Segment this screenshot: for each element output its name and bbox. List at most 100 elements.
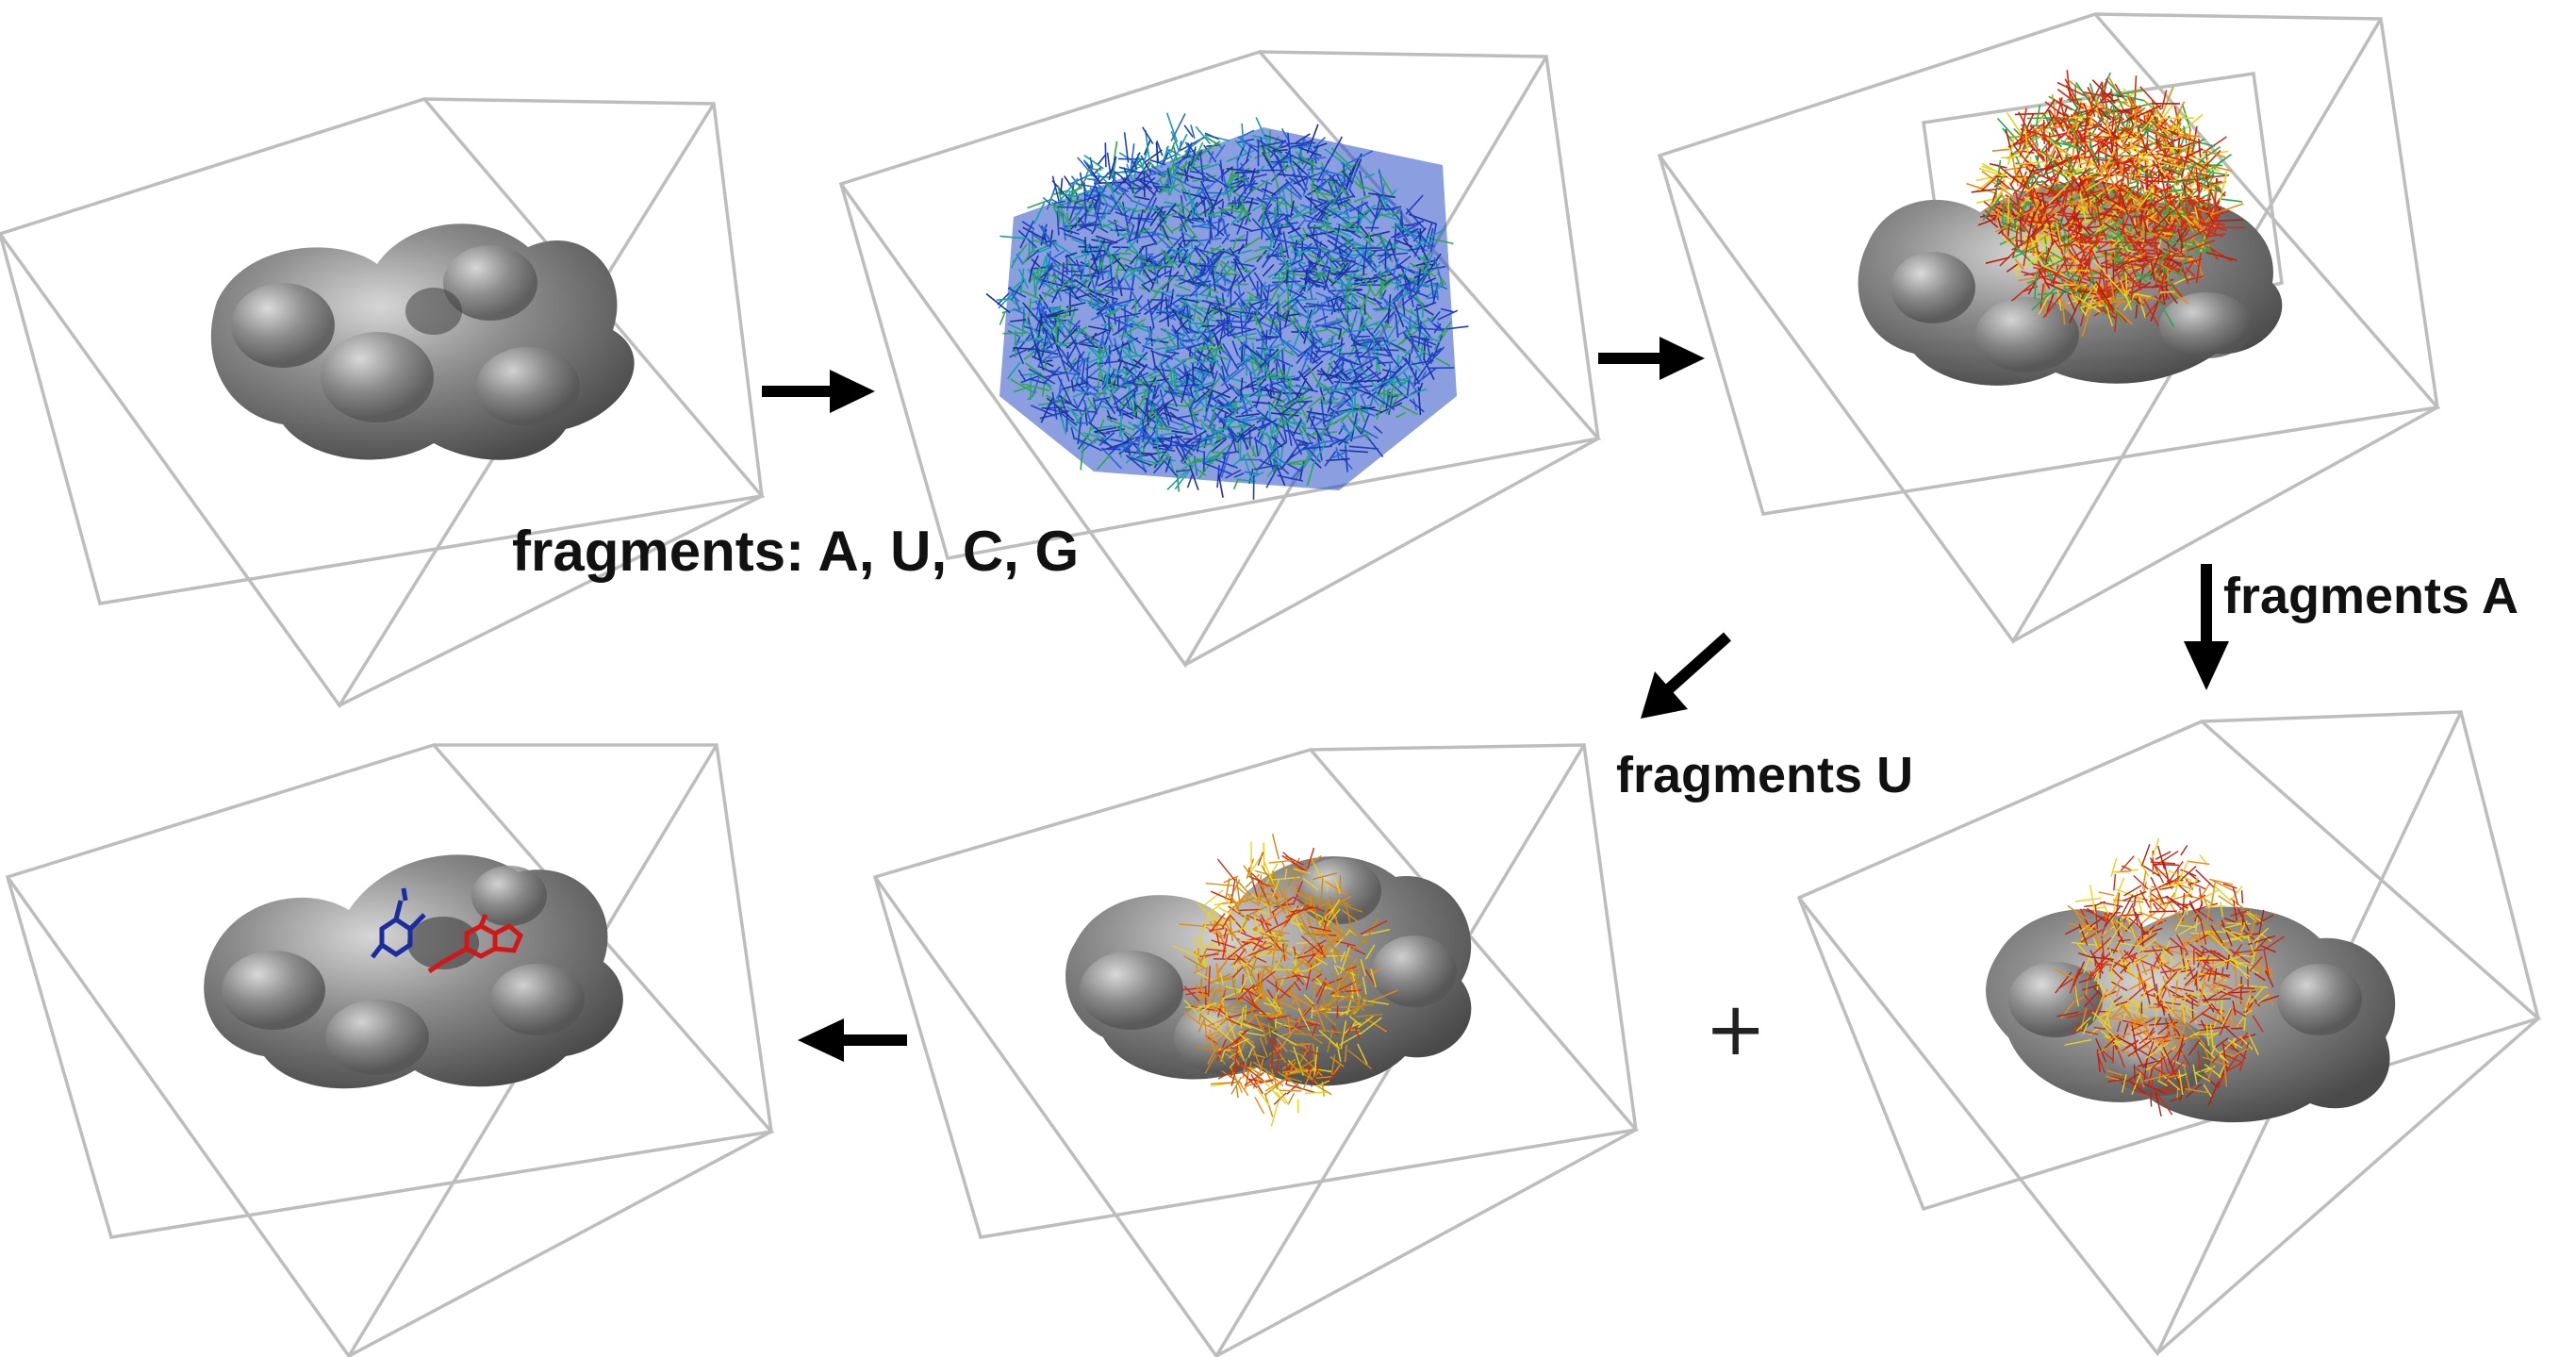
fragment-stick [1126, 316, 1139, 326]
fragment-stick [2072, 108, 2094, 115]
fragment-stick [1043, 285, 1054, 298]
fragment-stick [1086, 353, 1113, 364]
fragment-stick [2149, 982, 2166, 1006]
fragment-stick [1221, 365, 1227, 385]
fragment-stick [1221, 207, 1241, 213]
fragment-stick [1065, 252, 1078, 258]
fragment-stick [1337, 452, 1354, 471]
fragment-stick [2165, 1018, 2171, 1038]
fragment-stick [1191, 198, 1199, 217]
fragment-stick [1193, 938, 1199, 968]
fragment-stick [2026, 183, 2037, 208]
fragment-stick [1325, 321, 1343, 328]
fragment-stick [1303, 422, 1308, 436]
fragment-stick [1394, 239, 1413, 248]
fragment-stick [2177, 1006, 2187, 1027]
fragment-stick [1179, 141, 1182, 152]
fragment-stick [1125, 445, 1144, 464]
fragment-stick [2123, 257, 2149, 265]
fragment-stick [1007, 287, 1027, 298]
fragment-stick [1078, 245, 1099, 249]
fragment-stick [2097, 143, 2107, 155]
fragment-stick [1098, 431, 1115, 446]
fragment-stick [1182, 339, 1196, 342]
fragment-stick [2117, 918, 2120, 936]
fragment-stick [2035, 105, 2041, 127]
panel-4 [1796, 710, 2542, 1357]
fragment-stick [2056, 1011, 2079, 1018]
fragment-stick [2108, 167, 2120, 176]
fragment-stick [2073, 204, 2076, 219]
fragment-stick [1437, 309, 1459, 321]
fragment-stick [2108, 177, 2123, 190]
fragment-stick [1181, 189, 1188, 202]
fragment-stick [1266, 212, 1292, 217]
fragment-stick [2085, 108, 2090, 125]
arrow-right-2 [1598, 337, 1705, 380]
fragment-stick [2063, 202, 2076, 206]
fragment-stick [1156, 436, 1181, 445]
fragment-stick [1286, 141, 1316, 145]
fragment-stick [1159, 430, 1190, 437]
fragment-stick [2121, 108, 2145, 125]
fragment-stick [2139, 285, 2168, 289]
fragment-stick [1440, 307, 1454, 313]
fragment-stick [1102, 223, 1124, 237]
fragment-stick [1982, 194, 2003, 222]
panel-1 [0, 96, 766, 709]
fragment-stick [1393, 349, 1412, 372]
fragment-stick [1164, 233, 1185, 257]
fragment-stick [2074, 224, 2084, 239]
fragment-stick [2000, 192, 2014, 221]
fragment-stick [2114, 108, 2125, 127]
fragment-stick [1256, 196, 1269, 207]
fragment-stick [1109, 173, 1127, 195]
fragment-stick [1224, 314, 1237, 331]
fragment-stick [1375, 238, 1386, 250]
fragment-stick [1111, 156, 1117, 179]
fragment-stick [2097, 1043, 2114, 1054]
fragment-stick [1166, 168, 1172, 186]
fragment-stick [1280, 379, 1289, 389]
fragment-stick [2101, 912, 2111, 935]
fragment-stick [2084, 904, 2097, 907]
fragment-stick [1126, 339, 1131, 351]
fragment-stick [1170, 372, 1174, 386]
fragment-stick [2135, 1067, 2149, 1080]
fragment-stick [1355, 248, 1378, 273]
fragment-stick [2049, 132, 2068, 147]
fragment-stick [2208, 187, 2218, 207]
fragment-stick [2157, 163, 2167, 177]
fragment-stick [2056, 167, 2073, 176]
fragment-stick [1010, 319, 1027, 323]
fragment-stick [2137, 292, 2147, 319]
fragment-stick [2201, 950, 2217, 954]
fragment-stick [2218, 895, 2238, 910]
fragment-stick [1347, 167, 1358, 192]
fragment-stick [2119, 913, 2142, 917]
fragment-stick [1188, 460, 1201, 465]
fragment-stick [1305, 230, 1335, 238]
fragment-stick [1130, 217, 1154, 221]
fragment-stick [999, 235, 1030, 240]
fragment-stick [1074, 194, 1099, 205]
fragment-stick [1244, 252, 1268, 263]
fragment-stick [2150, 876, 2166, 905]
fragment-stick [2194, 1067, 2210, 1074]
fragment-stick [2082, 103, 2089, 116]
fragment-stick [2211, 203, 2244, 216]
fragment-stick [2199, 233, 2207, 254]
fragment-stick [2020, 133, 2047, 146]
fragment-stick [2195, 252, 2202, 284]
fragment-stick [1251, 401, 1270, 405]
fragment-stick [1390, 228, 1407, 239]
panel-2 [838, 49, 1602, 669]
fragment-stick [1335, 388, 1360, 393]
fragment-stick [1113, 372, 1134, 394]
fragment-stick [1240, 267, 1253, 273]
fragment-stick [1985, 257, 2010, 264]
fragment-stick [2228, 1061, 2243, 1071]
fragment-stick [2169, 101, 2186, 132]
fragment-stick [2183, 1014, 2195, 1021]
fragment-stick [2233, 900, 2238, 922]
